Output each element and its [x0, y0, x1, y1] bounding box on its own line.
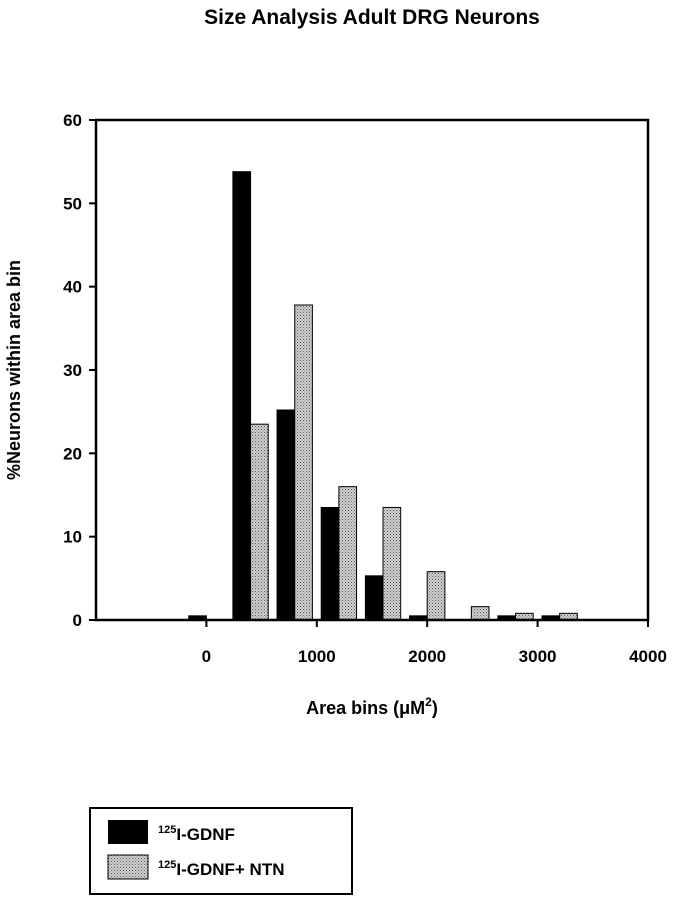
- x-axis-label-suffix: ): [432, 698, 438, 718]
- x-axis-label: Area bins (μM2): [306, 695, 438, 718]
- y-tick-label: 60: [63, 111, 82, 130]
- bar-gdnf-ntn: [250, 423, 269, 621]
- bar-gdnf-ntn: [426, 571, 446, 621]
- x-tick-label: 4000: [629, 647, 667, 666]
- legend-box: [89, 807, 353, 895]
- x-axis-label-sup: 2: [425, 695, 432, 709]
- y-tick-label: 0: [73, 611, 82, 630]
- x-axis-label-main: Area bins (μM: [306, 698, 425, 718]
- chart-title: Size Analysis Adult DRG Neurons: [204, 6, 540, 29]
- legend-label-gdnf: 125I-GDNF: [158, 824, 235, 844]
- bar-gdnf-ntn: [382, 507, 402, 621]
- legend-swatch-gdnf-ntn: [107, 854, 149, 880]
- bar-gdnf: [320, 507, 340, 621]
- x-tick-label: 1000: [298, 647, 336, 666]
- x-tick-label: 2000: [408, 647, 446, 666]
- x-tick-label: 0: [202, 647, 211, 666]
- bar-gdnf: [276, 409, 296, 621]
- bar-gdnf-ntn: [294, 304, 313, 621]
- bar-gdnf: [364, 575, 384, 621]
- x-axis-ticks: 0 1000 2000 3000 4000: [202, 620, 667, 666]
- y-axis-ticks: 0 10 20 30 40 50 60: [63, 111, 96, 630]
- legend-label-gdnf-ntn: 125I-GDNF+ NTN: [158, 859, 285, 879]
- legend: 125I-GDNF 125I-GDNF+ NTN: [89, 807, 353, 895]
- bar-gdnf-ntn: [338, 486, 358, 621]
- legend-name-gdnf-ntn: I-GDNF+ NTN: [176, 860, 284, 879]
- legend-sup-gdnf: 125: [158, 824, 176, 836]
- bar-gdnf: [232, 171, 252, 621]
- bars: [188, 171, 578, 621]
- y-tick-label: 30: [63, 361, 82, 380]
- legend-name-gdnf: I-GDNF: [176, 825, 235, 844]
- legend-swatch-gdnf: [108, 820, 148, 844]
- plot-frame: [94, 118, 650, 622]
- x-tick-label: 3000: [519, 647, 557, 666]
- legend-sup-gdnf-ntn: 125: [158, 859, 176, 871]
- y-tick-label: 10: [63, 528, 82, 547]
- y-axis-label: %Neurons within area bin: [4, 260, 24, 480]
- bar-gdnf-ntn: [470, 606, 490, 621]
- y-tick-label: 40: [63, 278, 82, 297]
- y-tick-label: 20: [63, 444, 82, 463]
- y-tick-label: 50: [63, 194, 82, 213]
